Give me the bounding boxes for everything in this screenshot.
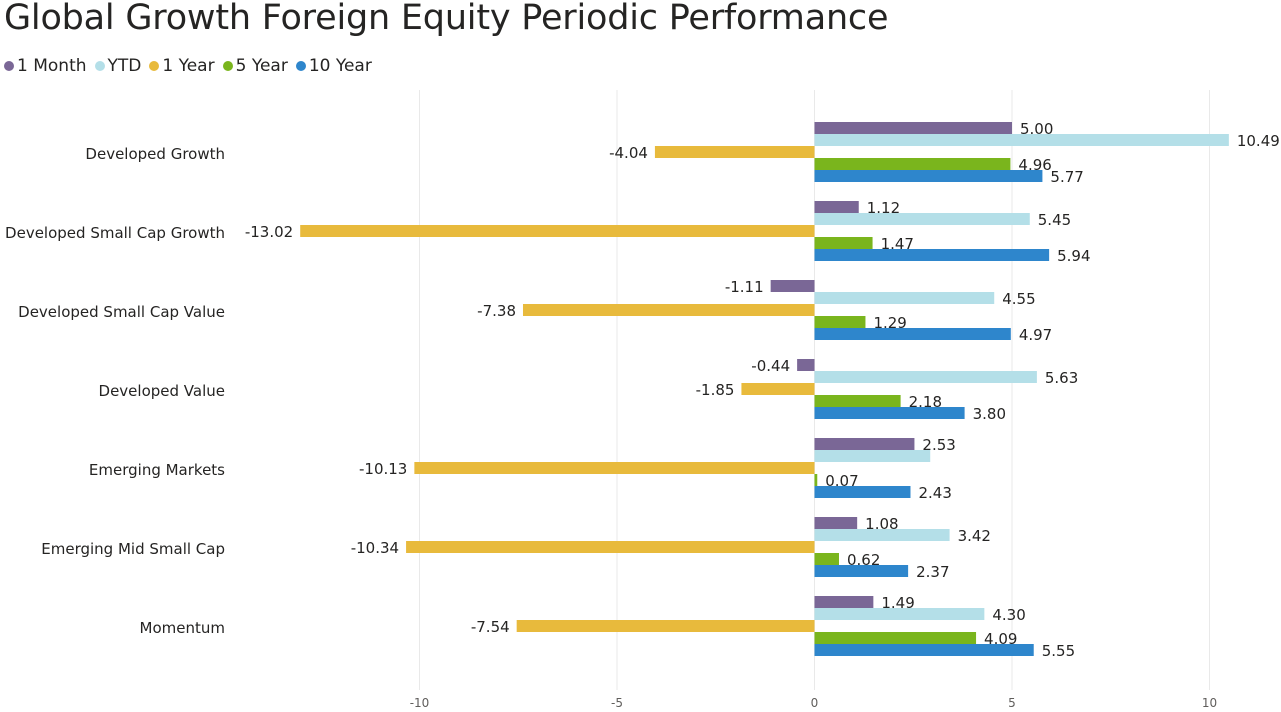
data-label: -1.85	[696, 381, 735, 399]
bar	[300, 225, 815, 237]
legend-swatch	[295, 61, 306, 71]
x-tick-label: -5	[611, 696, 623, 710]
data-label: -10.34	[351, 539, 399, 557]
legend-item: YTD	[94, 56, 142, 76]
x-tick-label: 10	[1202, 696, 1217, 710]
data-label: -13.02	[245, 223, 293, 241]
data-label: 2.43	[918, 484, 951, 502]
bar	[814, 134, 1229, 146]
data-label: 4.97	[1019, 326, 1052, 344]
bar	[814, 122, 1012, 134]
data-label: 1.47	[881, 235, 914, 253]
legend-item: 10 Year	[295, 56, 372, 76]
x-tick-label: 5	[1008, 696, 1016, 710]
bar	[406, 541, 815, 553]
bar	[522, 304, 815, 316]
bar	[814, 632, 977, 644]
bar	[814, 249, 1050, 261]
data-label: 2.37	[916, 563, 949, 581]
data-label: 5.45	[1038, 211, 1071, 229]
data-label: -0.44	[751, 357, 790, 375]
data-label: 1.12	[867, 199, 900, 217]
category-label: Developed Small Cap Growth	[5, 224, 225, 242]
bar	[814, 213, 1030, 225]
legend-item: 5 Year	[222, 56, 288, 76]
bar	[741, 383, 815, 395]
data-label: 4.55	[1002, 290, 1035, 308]
data-label: 5.63	[1045, 369, 1078, 387]
bar	[654, 146, 815, 158]
bar	[814, 407, 965, 419]
data-label: -7.38	[477, 302, 516, 320]
data-label: 5.94	[1057, 247, 1090, 265]
bar	[814, 474, 818, 486]
bar	[814, 371, 1037, 383]
x-tick-label: -10	[410, 696, 430, 710]
data-label: 10.49	[1237, 132, 1280, 150]
data-label: 1.29	[873, 314, 906, 332]
legend-label: 1 Year	[162, 56, 215, 76]
data-label: 4.96	[1018, 156, 1051, 174]
bar	[814, 201, 859, 213]
data-label: 4.09	[984, 630, 1017, 648]
data-label: 2.53	[922, 436, 955, 454]
data-label: 0.07	[825, 472, 858, 490]
data-label: -10.13	[359, 460, 407, 478]
legend-label: 5 Year	[235, 56, 288, 76]
bar	[814, 292, 995, 304]
legend-label: 1 Month	[17, 56, 87, 76]
bar	[814, 644, 1034, 656]
category-label: Emerging Mid Small Cap	[41, 540, 225, 558]
data-label: 5.77	[1050, 168, 1083, 186]
data-label: 1.49	[881, 594, 914, 612]
bar	[814, 170, 1043, 182]
bar	[814, 486, 911, 498]
bar	[814, 608, 985, 620]
data-label: -7.54	[471, 618, 510, 636]
data-label: 1.08	[865, 515, 898, 533]
legend-item: 1 Year	[149, 56, 215, 76]
bar	[814, 565, 909, 577]
category-label: Emerging Markets	[89, 461, 225, 479]
chart-legend: 1 Month YTD 1 Year 5 Year 10 Year	[4, 54, 380, 78]
legend-swatch	[149, 61, 160, 71]
bar	[814, 395, 901, 407]
data-label: -1.11	[725, 278, 764, 296]
bar	[516, 620, 815, 632]
legend-item: 1 Month	[4, 56, 87, 76]
data-label: 3.42	[958, 527, 991, 545]
data-label: 4.30	[992, 606, 1025, 624]
bar	[797, 359, 815, 371]
bar	[814, 438, 915, 450]
category-label: Developed Small Cap Value	[18, 303, 225, 321]
bar	[814, 328, 1011, 340]
category-label: Momentum	[140, 619, 225, 637]
category-label: Developed Value	[99, 382, 225, 400]
bar	[770, 280, 815, 292]
category-label: Developed Growth	[85, 145, 225, 163]
bar	[814, 517, 858, 529]
bar	[414, 462, 815, 474]
data-label: -4.04	[609, 144, 648, 162]
bar	[814, 529, 950, 541]
data-label: 3.80	[973, 405, 1006, 423]
x-tick-label: 0	[811, 696, 819, 710]
bar	[814, 553, 839, 565]
data-label: 5.00	[1020, 120, 1053, 138]
bar	[814, 316, 866, 328]
bar	[814, 158, 1011, 170]
legend-swatch	[4, 61, 14, 71]
bar	[814, 596, 874, 608]
bar	[814, 237, 873, 249]
data-label: 0.62	[847, 551, 880, 569]
bar	[814, 450, 931, 462]
data-label: 5.55	[1042, 642, 1075, 660]
legend-swatch	[94, 61, 105, 71]
legend-label: YTD	[107, 56, 142, 76]
data-label: 2.18	[909, 393, 942, 411]
legend-label: 10 Year	[308, 56, 372, 76]
legend-swatch	[222, 61, 233, 71]
chart-title: Global Growth Foreign Equity Periodic Pe…	[4, 0, 889, 38]
